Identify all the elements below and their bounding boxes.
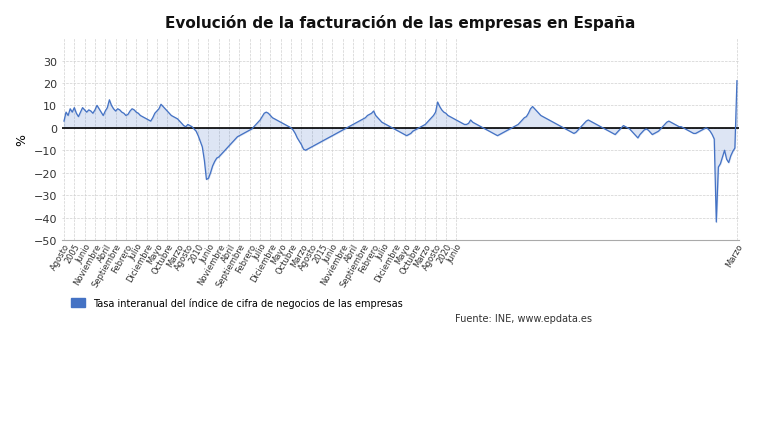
Text: Fuente: INE, www.epdata.es: Fuente: INE, www.epdata.es bbox=[454, 313, 591, 323]
Y-axis label: %: % bbox=[15, 134, 28, 146]
Title: Evolución de la facturación de las empresas en España: Evolución de la facturación de las empre… bbox=[165, 15, 635, 31]
Legend: Tasa interanual del índice de cifra de negocios de las empresas: Tasa interanual del índice de cifra de n… bbox=[67, 294, 407, 312]
